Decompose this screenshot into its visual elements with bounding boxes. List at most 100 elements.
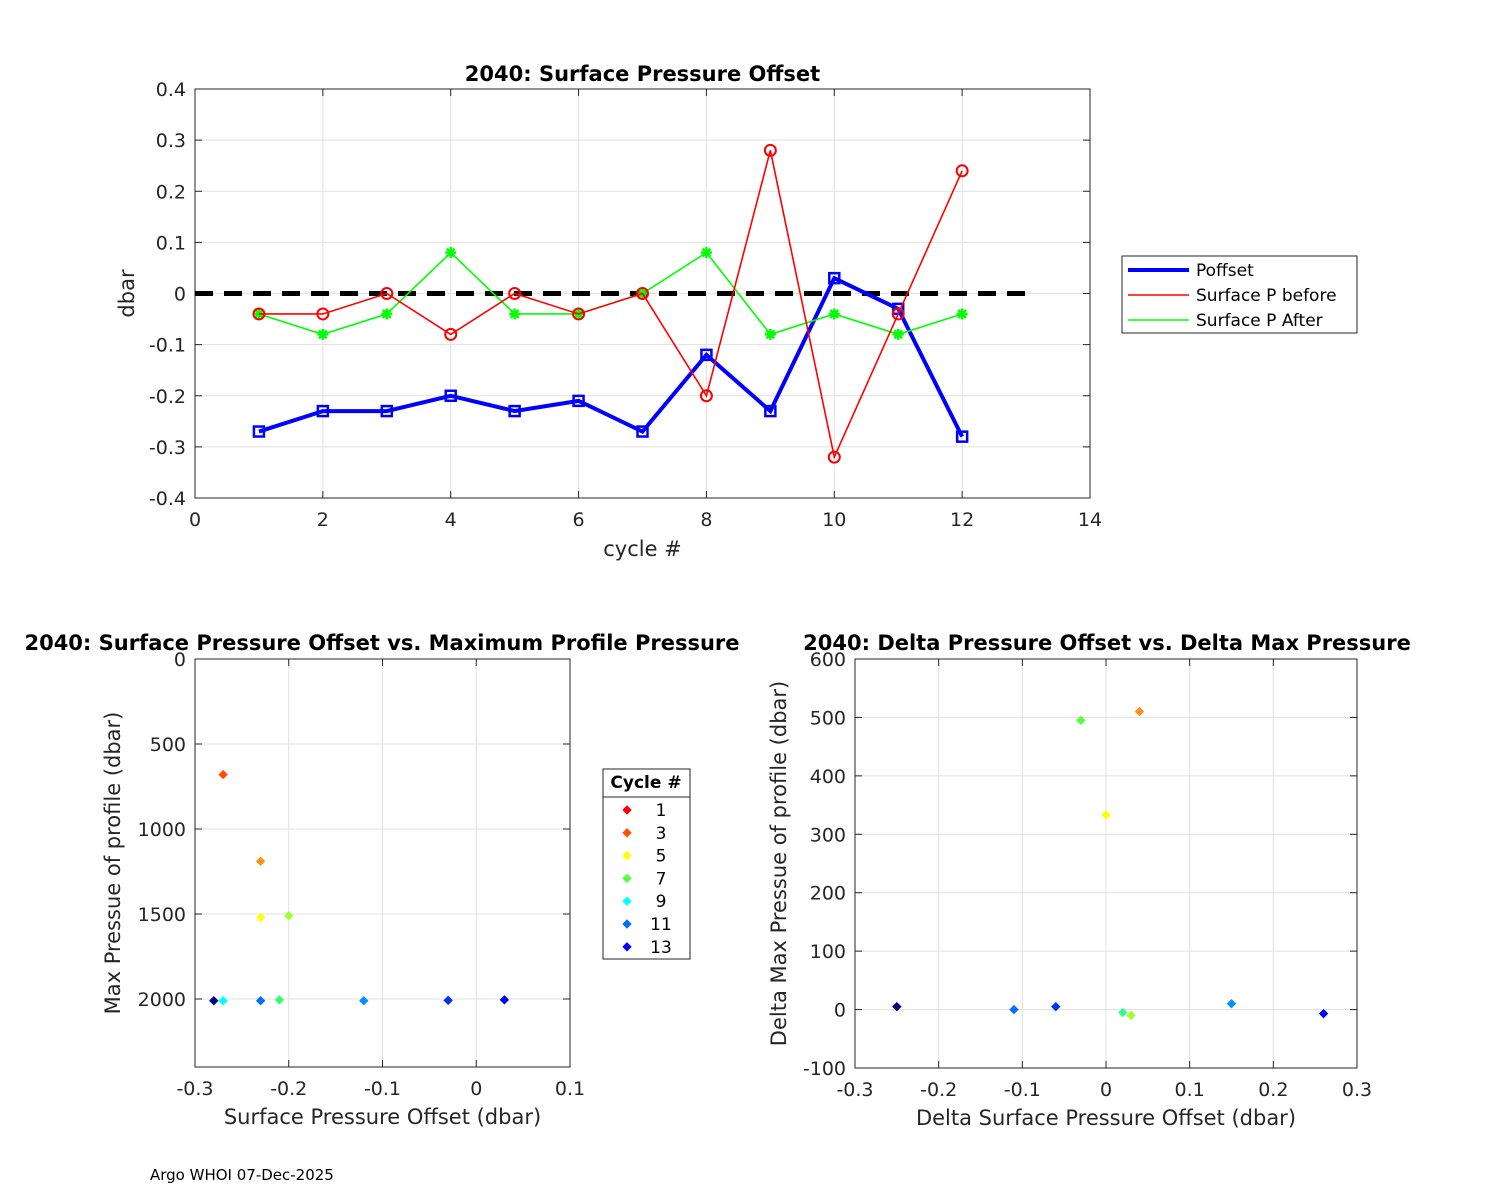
data-point-surface-p-after — [700, 247, 712, 259]
data-point-poffset — [700, 348, 713, 362]
footer-credit: Argo WHOI 07-Dec-2025 — [150, 1166, 334, 1184]
top-x-axis-label: cycle # — [603, 537, 682, 561]
scatter-point — [892, 1001, 902, 1012]
top-xtick-label: 8 — [700, 509, 712, 531]
bl-xtick-label: 0 — [470, 1078, 482, 1100]
br-ytick-label: 200 — [810, 883, 846, 905]
cycle-legend-marker — [622, 850, 632, 861]
data-point-surface-p-before — [891, 307, 905, 321]
cycle-legend-box — [602, 768, 691, 960]
data-point-surface-p-before — [827, 450, 841, 464]
scatter-point — [499, 995, 510, 1005]
cycle-legend-marker — [622, 919, 632, 929]
bl-xtick-label: -0.3 — [176, 1078, 213, 1100]
scatter-point — [274, 995, 285, 1005]
scatter-point — [218, 769, 228, 780]
scatter-point — [1009, 1004, 1019, 1015]
br-xtick-label: 0.3 — [1342, 1079, 1372, 1101]
scatter-point — [443, 995, 453, 1006]
data-point-surface-p-after — [892, 328, 904, 340]
data-point-surface-p-before — [252, 307, 266, 321]
cycle-legend-label: 5 — [656, 847, 667, 867]
top-xtick-label: 0 — [189, 509, 201, 531]
top-ytick-label: 0.1 — [156, 232, 186, 254]
top-y-axis-label: dbar — [115, 269, 139, 318]
br-ytick-label: 600 — [810, 649, 846, 671]
scatter-point — [1076, 715, 1086, 726]
data-point-surface-p-after — [828, 308, 840, 320]
bl-ytick-label: 1000 — [138, 819, 186, 841]
top-ytick-label: -0.3 — [149, 437, 186, 459]
br-xtick-label: -0.3 — [836, 1079, 873, 1101]
data-point-poffset — [316, 404, 330, 418]
data-point-surface-p-after — [317, 328, 329, 340]
bl-ytick-label: 2000 — [138, 989, 186, 1011]
br-xtick-label: -0.2 — [920, 1079, 957, 1101]
scatter-point — [1318, 1008, 1329, 1019]
data-point-surface-p-before — [763, 143, 777, 157]
data-point-poffset — [764, 404, 777, 418]
bl-xtick-label: -0.1 — [364, 1078, 401, 1100]
cycle-legend-marker — [622, 805, 632, 815]
scatter-point — [255, 856, 266, 867]
data-point-surface-p-after — [445, 247, 457, 259]
br-ytick-label: -100 — [803, 1058, 846, 1080]
data-point-surface-p-after — [956, 308, 968, 320]
cycle-legend-marker — [622, 828, 632, 838]
scatter-point — [284, 910, 294, 921]
bl-x-axis-label: Surface Pressure Offset (dbar) — [224, 1105, 541, 1129]
top-xtick-label: 14 — [1078, 509, 1102, 531]
data-point-surface-p-before — [508, 287, 522, 300]
bl-xtick-label: 0.1 — [555, 1078, 585, 1100]
top-chart: 0 2 4 6 8 10 12 14 -0.4 -0.3 -0.2 -0.1 0 0.1 0.2 0.3 0.4… — [115, 62, 1358, 561]
scatter-point — [209, 995, 219, 1006]
br-xtick-label: 0.2 — [1258, 1079, 1288, 1101]
data-point-surface-p-before — [380, 287, 394, 300]
bl-xtick-label: -0.2 — [270, 1078, 307, 1100]
bottom-left-chart: -0.3 -0.2 -0.1 0 0.1 0 500 1000 1500 2000 2040: Su… — [24, 631, 739, 1129]
top-xtick-label: 10 — [822, 509, 846, 531]
cycle-legend-label: 7 — [656, 869, 667, 889]
br-x-axis-label: Delta Surface Pressure Offset (dbar) — [916, 1106, 1296, 1130]
bottom-right-chart: -0.3 -0.2 -0.1 0 0.1 0.2 0.3 -100 0 100 200 300 400 5… — [767, 631, 1411, 1130]
data-point-poffset — [508, 404, 521, 418]
top-xtick-label: 12 — [950, 509, 974, 531]
scatter-point — [255, 995, 266, 1006]
bl-ytick-label: 1500 — [138, 904, 186, 926]
br-ytick-label: 0 — [834, 1000, 846, 1022]
data-point-surface-p-before — [699, 389, 713, 403]
bl-ytick-label: 500 — [150, 734, 186, 756]
data-point-surface-p-before — [636, 287, 649, 300]
data-point-poffset — [572, 394, 585, 408]
scatter-point — [1134, 706, 1145, 717]
top-xtick-label: 6 — [573, 509, 585, 531]
top-ytick-label: -0.1 — [149, 335, 186, 357]
top-xtick-label: 4 — [445, 509, 457, 531]
data-point-surface-p-before — [316, 307, 330, 321]
cycle-legend-label: 11 — [650, 915, 672, 935]
top-ytick-label: 0 — [174, 284, 186, 306]
data-point-poffset — [444, 389, 457, 402]
data-point-poffset — [252, 425, 266, 438]
data-point-surface-p-before — [444, 327, 458, 341]
scatter-point — [359, 995, 369, 1006]
br-xtick-label: 0 — [1100, 1079, 1112, 1101]
scatter-point — [1051, 1001, 1061, 1012]
scatter-point — [218, 995, 228, 1006]
legend-label: Surface P before — [1196, 286, 1337, 306]
data-point-surface-p-before — [572, 307, 586, 321]
br-xtick-label: -0.1 — [1004, 1079, 1041, 1101]
cycle-legend-label: 13 — [650, 938, 672, 958]
series-line-surface-p-before — [258, 150, 963, 460]
data-point-poffset — [955, 430, 969, 443]
data-point-surface-p-after — [764, 328, 776, 340]
data-point-surface-p-before — [955, 164, 969, 178]
cycle-legend-label: 1 — [656, 801, 667, 821]
scatter-point — [255, 912, 266, 923]
br-xtick-label: 0.1 — [1175, 1079, 1205, 1101]
top-ytick-label: 0.2 — [156, 181, 186, 203]
cycle-legend-label: 3 — [656, 824, 667, 844]
cycle-legend-marker — [622, 942, 632, 952]
